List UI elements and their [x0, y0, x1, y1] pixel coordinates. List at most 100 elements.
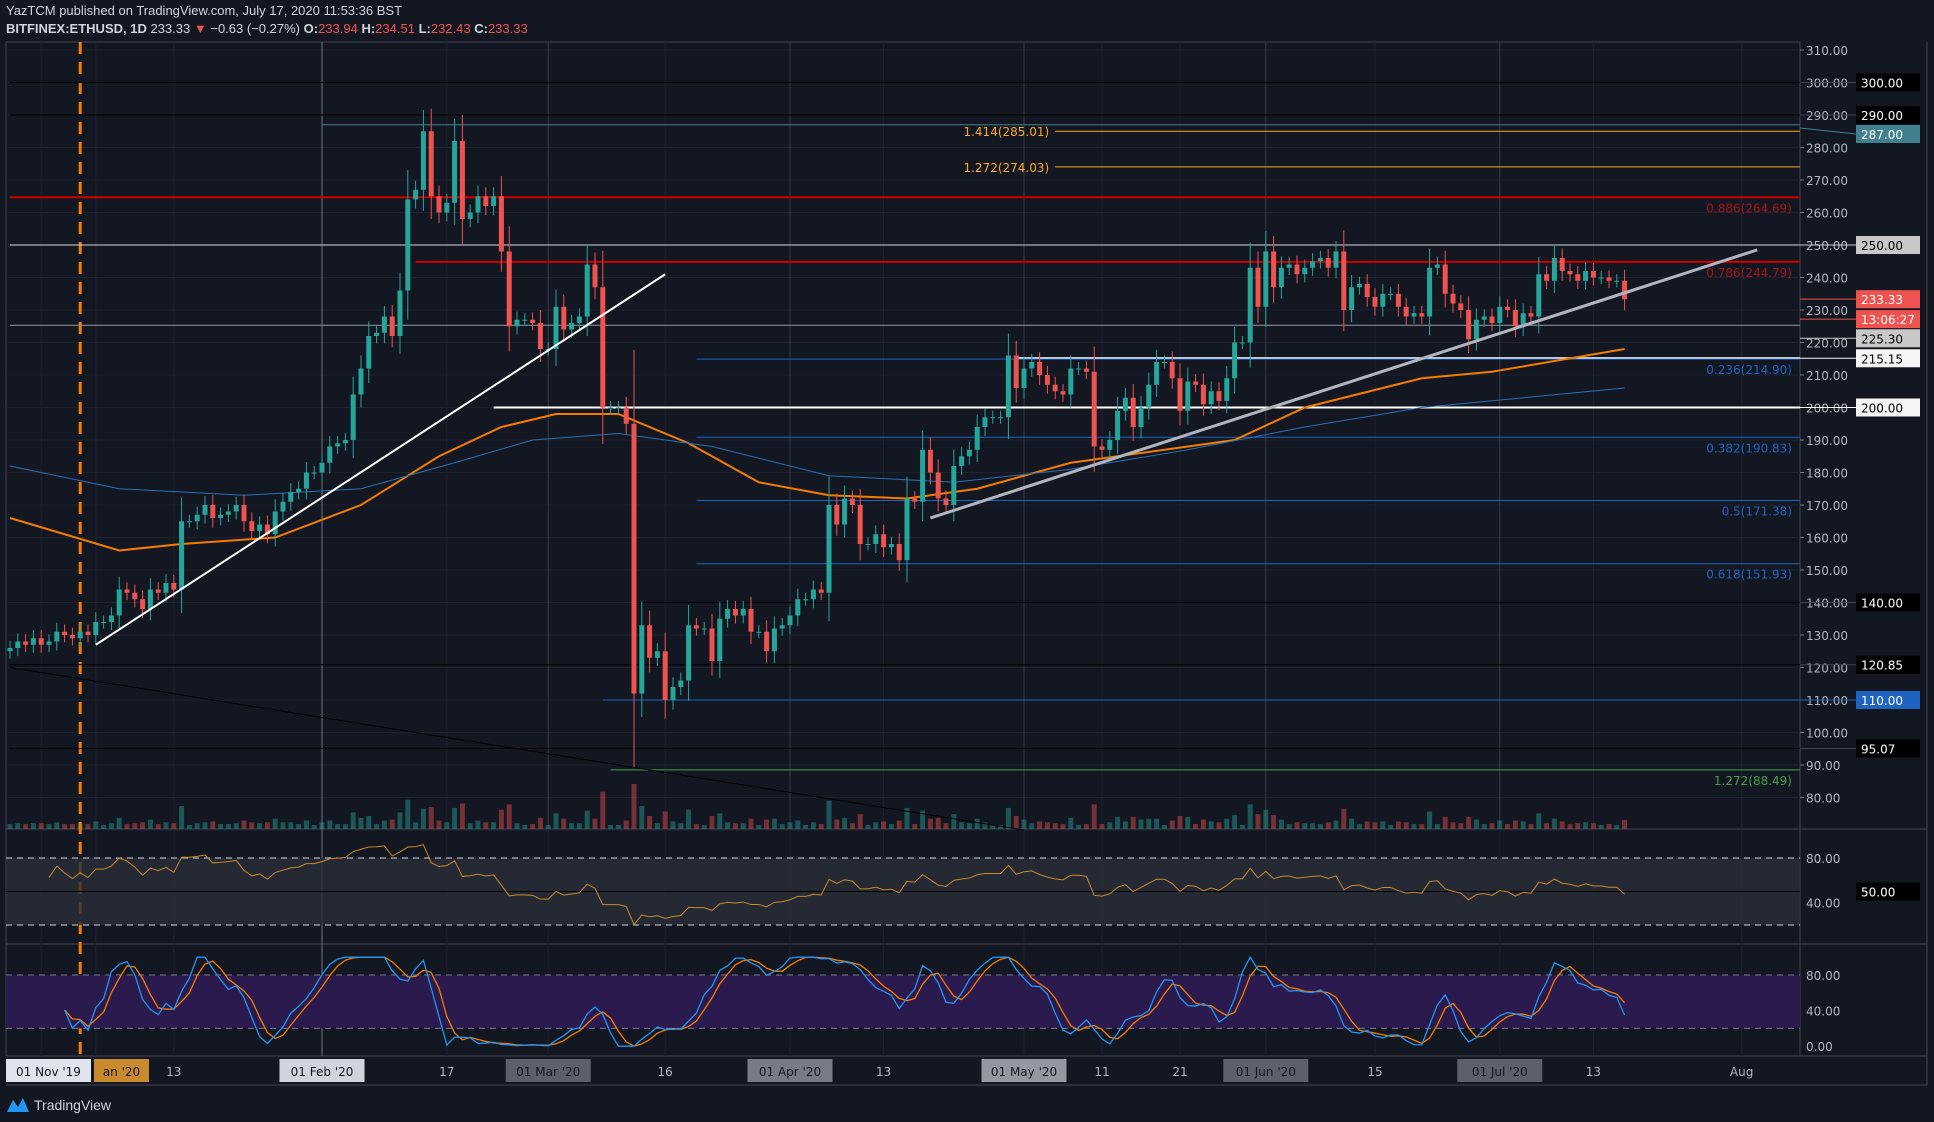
candle [475, 185, 481, 224]
volume-bar [1224, 818, 1230, 829]
date-label: 13 [166, 1065, 181, 1079]
candle-body [974, 427, 980, 450]
candle [865, 537, 871, 551]
volume-bar [288, 822, 294, 829]
volume-bar [1512, 820, 1518, 829]
price-tick-label: 290.00 [1806, 109, 1848, 123]
candle [186, 514, 192, 528]
volume-bar [38, 823, 44, 829]
volume-bar [132, 823, 138, 829]
candle-body [748, 609, 754, 632]
volume-bar [350, 812, 356, 829]
price-badge [1856, 691, 1920, 709]
candle [1200, 373, 1206, 416]
candle [1208, 381, 1214, 414]
volume-bar [272, 818, 278, 829]
volume-bar [1419, 824, 1425, 829]
candle [670, 677, 676, 710]
candle-body [569, 323, 575, 330]
volume-bar [116, 817, 122, 829]
tradingview-logo[interactable]: TradingView [6, 1096, 111, 1114]
candle-body [413, 189, 419, 200]
candle-body [1466, 310, 1472, 340]
candle [1091, 346, 1097, 472]
candle [654, 643, 660, 666]
volume-bar [530, 824, 536, 829]
volume-bar [1372, 822, 1378, 829]
candle [1255, 251, 1261, 323]
trendline [929, 248, 1758, 520]
volume-bar [966, 823, 972, 829]
candle [1598, 271, 1604, 284]
candle-body [1068, 368, 1074, 395]
candle-body [374, 332, 380, 336]
volume-bar [927, 818, 933, 829]
candle-body [951, 466, 957, 505]
volume-bar [280, 822, 286, 829]
volume-bar [998, 825, 1004, 829]
trendline [9, 667, 1025, 831]
volume-bar [30, 823, 36, 829]
volume-bar [1216, 822, 1222, 829]
date-label: 21 [1172, 1065, 1187, 1079]
volume-bar [475, 820, 481, 829]
volume-bar [1575, 823, 1581, 829]
candle-body [959, 456, 965, 466]
candle [1107, 431, 1113, 459]
price-badge [1856, 349, 1920, 368]
volume-bar [748, 818, 754, 829]
volume-bar [311, 825, 317, 829]
volume-bar [1614, 825, 1620, 829]
candle-body [491, 196, 497, 206]
open-value: 233.94 [318, 21, 358, 36]
volume-bar [124, 824, 130, 829]
volume-bar [140, 822, 146, 829]
candle [1247, 242, 1253, 368]
candle-body [1458, 303, 1464, 310]
candle-body [1115, 410, 1121, 440]
candle [686, 604, 692, 701]
candle-body [483, 196, 489, 206]
volume-bar [842, 817, 848, 829]
candle [428, 108, 434, 219]
price-tick-label: 240.00 [1806, 272, 1848, 286]
volume-bar [194, 823, 200, 829]
candle [1177, 363, 1183, 426]
candle-body [670, 687, 676, 700]
volume-bar [1107, 822, 1113, 829]
candle-body [498, 196, 504, 252]
chart-header: YazTCM published on TradingView.com, Jul… [6, 2, 528, 38]
volume-bar [202, 822, 208, 829]
candle-body [194, 514, 200, 522]
candle [1395, 284, 1401, 317]
candle [608, 401, 614, 414]
volume-bar [1364, 821, 1370, 829]
candle [615, 401, 621, 414]
candle-body [600, 287, 606, 408]
candle-body [1193, 381, 1199, 385]
candle [639, 601, 645, 718]
candle [1622, 269, 1628, 311]
candle [381, 305, 387, 344]
volume-bar [787, 822, 793, 829]
date-label: 16 [658, 1065, 673, 1079]
price-badge-label: 225.30 [1861, 332, 1903, 346]
symbol[interactable]: BITFINEX:ETHUSD, 1D [6, 21, 147, 36]
candle [257, 516, 263, 540]
volume-bar [803, 825, 809, 829]
volume-bar [436, 820, 442, 829]
price-badge-label: 110.00 [1861, 694, 1903, 708]
price-badge-label: 250.00 [1861, 239, 1903, 253]
volume-bar [452, 807, 458, 829]
volume-bar [1458, 823, 1464, 829]
candle-body [826, 505, 832, 593]
candle [444, 193, 450, 222]
candle-body [1060, 391, 1066, 395]
candle [522, 313, 528, 327]
candle-body [1614, 280, 1620, 282]
candle [514, 311, 520, 335]
candle [1029, 353, 1035, 377]
volume-bar [686, 809, 692, 829]
candle-body [155, 589, 161, 593]
